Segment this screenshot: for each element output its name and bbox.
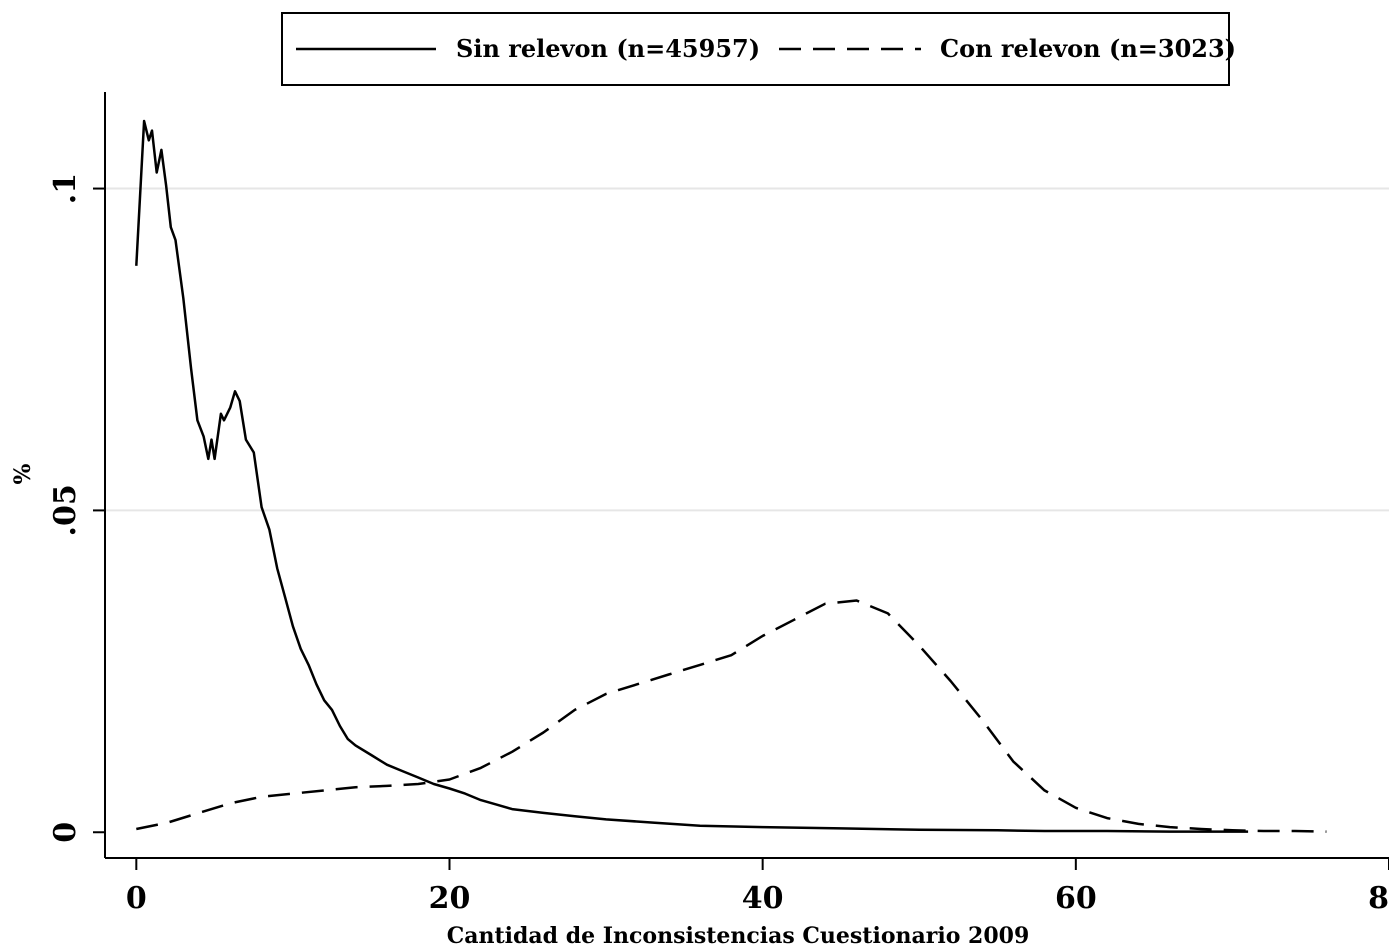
x-tick-label: 60 [1055, 881, 1097, 916]
y-tick-label: 0 [48, 822, 83, 843]
axes [104, 92, 1389, 859]
y-axis-title: % [10, 463, 36, 484]
y-tick-label: .05 [48, 484, 83, 536]
series-layer [135, 119, 1327, 833]
legend-label-con-relevon: Con relevon (n=3023) [940, 34, 1236, 63]
legend: Sin relevon (n=45957) Con relevon (n=302… [281, 12, 1236, 86]
x-tick-label: 40 [742, 881, 784, 916]
series-sin-relevon [135, 119, 1249, 833]
series-con-relevon [136, 599, 1327, 833]
x-tick-label: 0 [126, 881, 147, 916]
x-tick-label: 20 [429, 881, 471, 916]
gridlines [105, 187, 1389, 512]
x-axis-title: Cantidad de Inconsistencias Cuestionario… [447, 923, 1030, 948]
y-tick-label: .1 [48, 173, 83, 204]
legend-label-sin-relevon: Sin relevon (n=45957) [456, 34, 760, 63]
tick-marks: 0 .05 .1 0 20 40 60 80 [48, 173, 1389, 916]
legend-box [281, 12, 1230, 86]
x-tick-label: 80 [1368, 881, 1389, 916]
